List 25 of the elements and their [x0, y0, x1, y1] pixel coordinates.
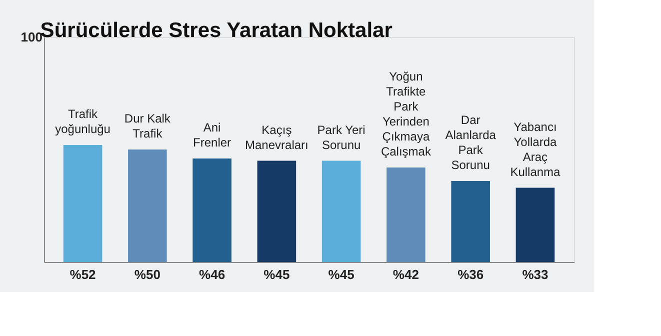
data-label: %33 [522, 267, 548, 282]
y-tick-label: 100 [20, 30, 42, 44]
x-tick-label: Dar Alanlarda Park Sorunu [445, 113, 496, 172]
bar [451, 181, 490, 262]
data-label: %45 [328, 267, 354, 282]
x-tick-label: Kaçış Manevraları [245, 122, 308, 152]
bar [257, 160, 296, 262]
data-label: %36 [458, 267, 484, 282]
data-label: %45 [264, 267, 290, 282]
data-label: %46 [199, 267, 226, 282]
bar [192, 158, 232, 262]
bar [386, 168, 426, 262]
bar [63, 145, 102, 262]
data-label: %50 [134, 267, 160, 282]
x-tick-label: Trafik yoğunluğu [55, 107, 110, 136]
x-tick-label: Dur Kalk Trafik [124, 112, 172, 140]
x-tick-label: Ani Frenler [193, 120, 232, 150]
x-tick-label: Yabancı Yollarda Araç Kullanma [510, 120, 561, 179]
data-label: %42 [392, 267, 419, 282]
bar [128, 150, 167, 262]
bar [516, 188, 555, 262]
x-tick-label: Park Yeri Sorunu [317, 122, 366, 152]
x-tick-label: Yoğun Trafikte Park Yerinden Çıkmaya Çalışmak [380, 70, 432, 158]
data-label: %52 [70, 267, 96, 282]
bar [322, 160, 361, 262]
